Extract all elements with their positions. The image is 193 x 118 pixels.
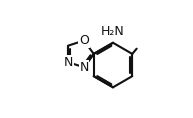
Text: O: O <box>79 34 89 47</box>
Text: H₂N: H₂N <box>101 25 125 38</box>
Text: N: N <box>79 61 89 74</box>
Text: N: N <box>63 56 73 69</box>
